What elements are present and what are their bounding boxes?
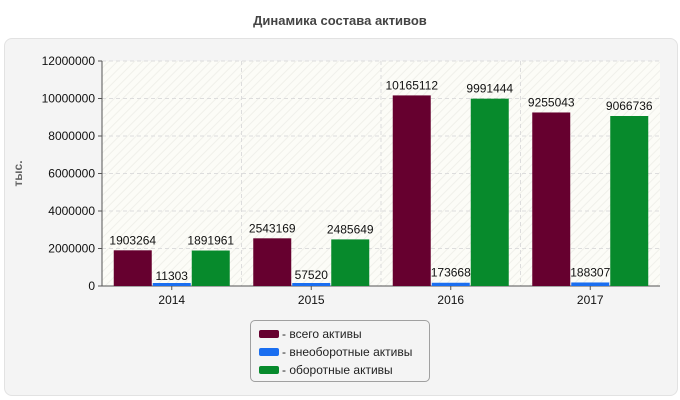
bar (191, 250, 230, 286)
legend-label: - оборотные активы (282, 363, 393, 377)
y-tick-label: 8000000 (48, 129, 95, 143)
bar (292, 283, 331, 286)
y-axis-label: тыс. (11, 160, 25, 186)
x-tick-label: 2017 (577, 293, 604, 307)
legend: - всего активы - внеоборотные активы - обо… (250, 320, 430, 382)
data-label: 11303 (156, 269, 189, 283)
y-tick-label: 10000000 (42, 92, 96, 106)
bar (532, 112, 571, 286)
legend-label: - внеоборотные активы (282, 345, 413, 359)
data-label: 2485649 (327, 222, 374, 236)
data-label: 188307 (570, 265, 610, 279)
legend-swatch (259, 330, 279, 338)
bar (253, 238, 292, 286)
x-tick-label: 2016 (437, 293, 464, 307)
bar (152, 283, 191, 286)
bar (470, 98, 509, 286)
data-label: 10165112 (386, 78, 439, 92)
legend-swatch (259, 366, 279, 374)
data-label: 173668 (431, 266, 471, 280)
bar (431, 282, 470, 286)
data-label: 9066736 (606, 99, 653, 113)
data-label: 1891961 (187, 234, 234, 248)
bar (610, 115, 649, 286)
data-label: 9255043 (528, 95, 575, 109)
data-label: 9991444 (466, 82, 513, 96)
chart-title: Динамика состава активов (253, 13, 427, 28)
data-label: 1903264 (109, 233, 156, 247)
legend-label: - всего активы (282, 327, 362, 341)
y-tick-label: 4000000 (48, 204, 95, 218)
y-tick-label: 2000000 (48, 242, 95, 256)
legend-swatch (259, 348, 279, 356)
bar (331, 239, 370, 286)
y-tick-label: 0 (88, 279, 95, 293)
bar (113, 250, 152, 286)
legend-item: - всего активы (259, 325, 429, 343)
bar (571, 282, 610, 286)
y-tick-label: 6000000 (48, 167, 95, 181)
legend-item: - внеоборотные активы (259, 343, 429, 361)
data-label: 57520 (295, 268, 329, 282)
y-tick-label: 12000000 (42, 54, 96, 68)
data-label: 2543169 (249, 221, 296, 235)
x-tick-label: 2015 (298, 293, 325, 307)
x-tick-label: 2014 (158, 293, 185, 307)
bar (392, 95, 431, 287)
legend-item: - оборотные активы (259, 361, 429, 379)
